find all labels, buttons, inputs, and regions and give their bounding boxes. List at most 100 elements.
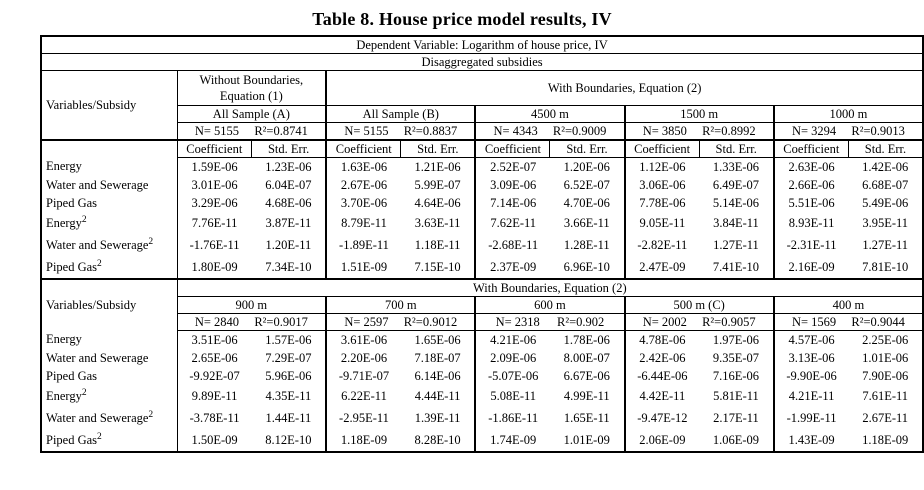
group-stats-wrap: N= 3294 R²=0.9013 (777, 124, 920, 139)
std-err-value: 1.33E-06 (712, 159, 760, 174)
row-label: Water and Sewerage (41, 176, 178, 194)
row-label: Water and Sewerage (41, 349, 178, 367)
table-row: Piped Gas 3.29E-06 4.68E-06 3.70E-06 4.64E-0… (41, 194, 923, 212)
coefficient-value: 1.59E-06 (191, 159, 238, 174)
n-value: N= 3294 (791, 123, 837, 138)
coefficient-value: 2.66E-06 (772, 176, 849, 194)
std-err-value: 2.67E-11 (862, 410, 909, 425)
coefficient-value: 2.63E-06 (772, 157, 849, 176)
group-name: 1000 m (772, 105, 924, 123)
row-label-exponent: 2 (97, 258, 102, 269)
row-label: Energy2 (41, 212, 178, 234)
n-value: N= 3850 (642, 123, 687, 138)
r2-value: R²=0.8992 (702, 123, 756, 138)
std-err-value: 4.44E-11 (414, 388, 461, 403)
coefficient-value: -1.99E-11 (772, 407, 849, 429)
empty-corner-cell (41, 139, 178, 158)
coefficient-value: 2.06E-09 (623, 429, 700, 452)
std-err-value: 6.96E-10 (563, 259, 610, 274)
sample-stats-row-1: N= 5155 R²=0.8741 N= 5155 R²=0.8837 N= 4343 R… (41, 122, 924, 141)
row-label-exponent: 2 (148, 409, 154, 420)
coefficient-value: 4.42E-11 (623, 385, 700, 407)
group-name: 4500 m (474, 105, 625, 123)
row-label-text: Water and Sewerage (46, 177, 149, 192)
row-label-text: Energy (46, 216, 82, 231)
coefficient-value: -9.47E-12 (623, 407, 700, 429)
std-err-value: 5.14E-06 (712, 195, 760, 210)
coefficient-value: -5.07E-06 (474, 367, 550, 385)
std-err-value: 7.34E-10 (265, 259, 312, 274)
section2-header-rows: Variables/Subsidy With Boundaries, Equat… (41, 278, 924, 331)
coefficient-value: 4.57E-06 (772, 330, 849, 349)
coefficient-value: 2.37E-09 (474, 256, 550, 279)
coefficient-header: Coefficient (177, 139, 252, 158)
std-err-value: 1.28E-11 (563, 237, 610, 252)
coefficient-value: 4.21E-06 (474, 330, 550, 349)
table-header-rows: Dependent Variable: Logarithm of house p… (41, 36, 924, 158)
std-err-value: 3.87E-11 (265, 215, 312, 230)
std-err-value: 1.20E-06 (563, 159, 610, 174)
coefficient-header: Coefficient (772, 139, 849, 158)
group-stats-wrap: N= 3850 R²=0.8992 (628, 124, 771, 139)
std-err-value: 8.28E-10 (414, 432, 461, 447)
group-name: 400 m (772, 296, 924, 314)
group-stats: N= 4343 R²=0.9009 (474, 122, 625, 141)
group-stats-wrap: N= 2840 R²=0.9017 (180, 315, 324, 330)
with-boundaries-header-1: With Boundaries, Equation (2) (325, 70, 924, 106)
coefficient-value: 6.22E-11 (325, 385, 401, 407)
row-label: Energy (41, 330, 178, 349)
std-err-value: 1.57E-06 (265, 332, 312, 347)
std-err-value: 7.61E-11 (862, 388, 909, 403)
std-err-value: 3.63E-11 (414, 215, 461, 230)
std-err-value: 1.78E-06 (563, 332, 610, 347)
table-row: Energy 1.59E-06 1.23E-06 1.63E-06 1.21E-06 2.… (41, 157, 923, 176)
std-err-value: 7.15E-10 (414, 259, 461, 274)
coefficient-value: 1.74E-09 (474, 429, 550, 452)
std-err-value: 3.84E-11 (713, 215, 759, 230)
n-value: N= 2840 (194, 314, 240, 329)
group-stats: N= 2840 R²=0.9017 (177, 313, 327, 331)
table-row: Energy2 9.89E-11 4.35E-11 6.22E-11 4.44E-11 5… (41, 385, 923, 407)
row-label: Water and Sewerage2 (41, 407, 178, 429)
coefficient-value: 8.79E-11 (325, 212, 401, 234)
std-err-value: 6.67E-06 (563, 368, 610, 383)
row-label: Piped Gas (41, 194, 178, 212)
coefficient-value: -2.95E-11 (325, 407, 401, 429)
n-value: N= 5155 (344, 123, 389, 138)
coefficient-value: 1.63E-06 (325, 157, 401, 176)
table-title: Table 8. House price model results, IV (312, 9, 612, 29)
coefficient-value: 8.93E-11 (772, 212, 849, 234)
group-stats-wrap: N= 2002 R²=0.9057 (628, 315, 771, 330)
std-err-value: 1.42E-06 (862, 159, 909, 174)
coefficient-value: 2.52E-07 (474, 157, 550, 176)
r2-value: R²=0.902 (557, 314, 605, 329)
std-err-value: 6.04E-07 (265, 177, 312, 192)
std-err-value: 2.25E-06 (862, 332, 909, 347)
coefficient-header: Coefficient (623, 139, 700, 158)
group-stats-wrap: N= 1569 R²=0.9044 (777, 315, 920, 330)
std-err-value: 1.18E-11 (414, 237, 461, 252)
row-label-text: Water and Sewerage (46, 411, 149, 426)
group-stats: N= 1569 R²=0.9044 (772, 313, 924, 331)
r2-value: R²=0.8741 (254, 123, 308, 138)
group-stats: N= 2597 R²=0.9012 (325, 313, 476, 331)
row-label: Piped Gas2 (41, 256, 178, 279)
coefficient-value: 3.51E-06 (191, 332, 238, 347)
row-label-exponent: 2 (81, 214, 87, 225)
group-name: All Sample (A) (177, 105, 327, 123)
std-err-value: 1.44E-11 (265, 410, 312, 425)
coefficient-value: 7.62E-11 (474, 212, 550, 234)
coefficient-value: 3.70E-06 (325, 194, 401, 212)
coefficient-value: -6.44E-06 (623, 367, 700, 385)
r2-value: R²=0.9013 (851, 123, 905, 138)
std-err-value: 7.90E-06 (862, 368, 909, 383)
row-label: Energy2 (41, 385, 178, 407)
std-err-value: 3.95E-11 (862, 215, 909, 230)
coefficient-value: 4.78E-06 (623, 330, 700, 349)
std-err-value: 7.41E-10 (712, 259, 760, 274)
table-row: Piped Gas2 1.80E-09 7.34E-10 1.51E-09 7.15E-… (41, 256, 923, 279)
n-value: N= 2318 (495, 314, 540, 329)
boundaries-header-row-2: Variables/Subsidy With Boundaries, Equat… (41, 278, 924, 331)
dependent-variable-row: Dependent Variable: Logarithm of house p… (41, 36, 924, 54)
row-label-text: Energy (46, 159, 82, 174)
